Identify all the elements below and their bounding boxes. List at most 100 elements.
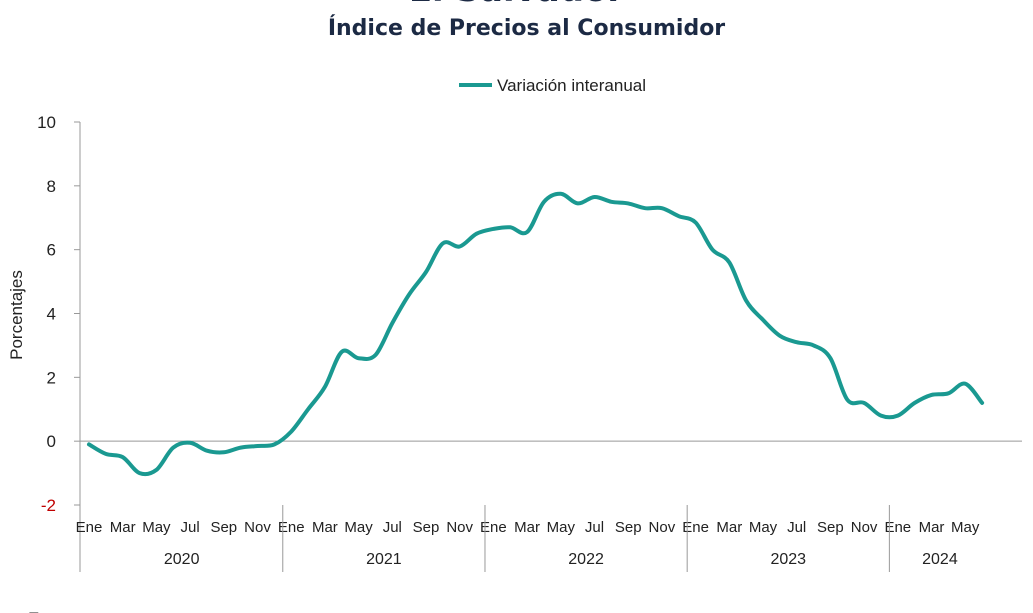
- data-point: [508, 225, 512, 229]
- x-month-label: Ene: [278, 519, 305, 536]
- data-point: [154, 468, 158, 472]
- y-tick-label: -2: [41, 496, 56, 515]
- data-point: [913, 401, 917, 405]
- y-tick-label: 0: [47, 432, 56, 451]
- x-year-label: 2023: [770, 551, 806, 568]
- y-tick-label: 10: [37, 113, 56, 132]
- x-month-label: May: [142, 519, 171, 536]
- data-point: [458, 245, 462, 249]
- data-point: [795, 340, 799, 344]
- x-year-label: 2020: [164, 551, 200, 568]
- data-point: [87, 442, 91, 446]
- x-month-label: Nov: [851, 519, 878, 536]
- x-month-label: May: [547, 519, 576, 536]
- data-point: [121, 455, 125, 459]
- data-point: [239, 446, 243, 450]
- x-month-label: Jul: [585, 519, 604, 536]
- data-point: [491, 227, 495, 231]
- data-point: [357, 356, 361, 360]
- data-point: [441, 241, 445, 245]
- data-point: [980, 401, 984, 405]
- data-point: [525, 230, 529, 234]
- x-month-label: Sep: [210, 519, 237, 536]
- data-point: [963, 382, 967, 386]
- x-month-label: May: [749, 519, 778, 536]
- x-month-label: Ene: [884, 519, 911, 536]
- data-point: [138, 471, 142, 475]
- x-month-label: May: [344, 519, 373, 536]
- data-point: [323, 385, 327, 389]
- data-point: [576, 201, 580, 205]
- data-point: [677, 214, 681, 218]
- y-tick-label: 4: [47, 305, 56, 324]
- data-point: [205, 449, 209, 453]
- x-month-label: Ene: [76, 519, 103, 536]
- data-point: [761, 318, 765, 322]
- x-month-label: Mar: [919, 519, 945, 536]
- x-month-label: Nov: [244, 519, 271, 536]
- data-point: [390, 321, 394, 325]
- x-month-label: Nov: [649, 519, 676, 536]
- x-year-label: 2021: [366, 551, 402, 568]
- x-month-label: Mar: [716, 519, 742, 536]
- y-tick-label: 6: [47, 241, 56, 260]
- data-point: [896, 414, 900, 418]
- data-point: [340, 350, 344, 354]
- footnote-mark: E: [28, 609, 39, 613]
- y-tick-label: 2: [47, 368, 56, 387]
- data-point: [626, 201, 630, 205]
- x-month-label: Jul: [787, 519, 806, 536]
- x-month-label: Mar: [514, 519, 540, 536]
- data-point: [727, 260, 731, 264]
- x-year-label: 2024: [922, 551, 958, 568]
- data-point: [609, 200, 613, 204]
- data-point: [256, 444, 260, 448]
- data-point: [660, 206, 664, 210]
- x-month-label: Nov: [446, 519, 473, 536]
- data-point: [424, 270, 428, 274]
- data-point: [930, 393, 934, 397]
- data-point: [593, 195, 597, 199]
- x-month-label: Ene: [480, 519, 507, 536]
- data-point: [559, 192, 563, 196]
- legend-label: Variación interanual: [497, 76, 646, 95]
- series-line-variacion-interanual: [87, 191, 985, 477]
- data-point: [542, 200, 546, 204]
- axes: [79, 122, 1022, 572]
- data-point: [744, 299, 748, 303]
- data-point: [694, 221, 698, 225]
- x-month-label: Jul: [383, 519, 402, 536]
- x-month-label: Mar: [110, 519, 136, 536]
- data-point: [862, 401, 866, 405]
- data-point: [643, 206, 647, 210]
- data-point: [828, 356, 832, 360]
- y-axis: -2 0 2 4 6 8 10: [37, 113, 80, 515]
- series-group: [87, 191, 985, 477]
- x-month-label: Sep: [615, 519, 642, 536]
- data-point: [222, 450, 226, 454]
- legend: Variación interanual: [459, 76, 646, 95]
- data-point: [407, 292, 411, 296]
- data-point: [104, 452, 108, 456]
- data-point: [272, 442, 276, 446]
- data-point: [812, 343, 816, 347]
- data-point: [171, 446, 175, 450]
- x-year-label: 2022: [568, 551, 604, 568]
- x-month-label: Jul: [181, 519, 200, 536]
- data-point: [374, 353, 378, 357]
- y-tick-label: 8: [47, 177, 56, 196]
- data-point: [778, 334, 782, 338]
- chart-title: El Salvador: [0, 0, 1033, 10]
- data-point: [306, 407, 310, 411]
- x-month-label: Sep: [413, 519, 440, 536]
- data-point: [475, 232, 479, 236]
- data-point: [845, 398, 849, 402]
- data-point: [879, 414, 883, 418]
- x-month-label: Ene: [682, 519, 709, 536]
- data-point: [711, 248, 715, 252]
- data-point: [946, 391, 950, 395]
- data-point: [289, 430, 293, 434]
- x-month-label: May: [951, 519, 980, 536]
- data-point: [188, 441, 192, 445]
